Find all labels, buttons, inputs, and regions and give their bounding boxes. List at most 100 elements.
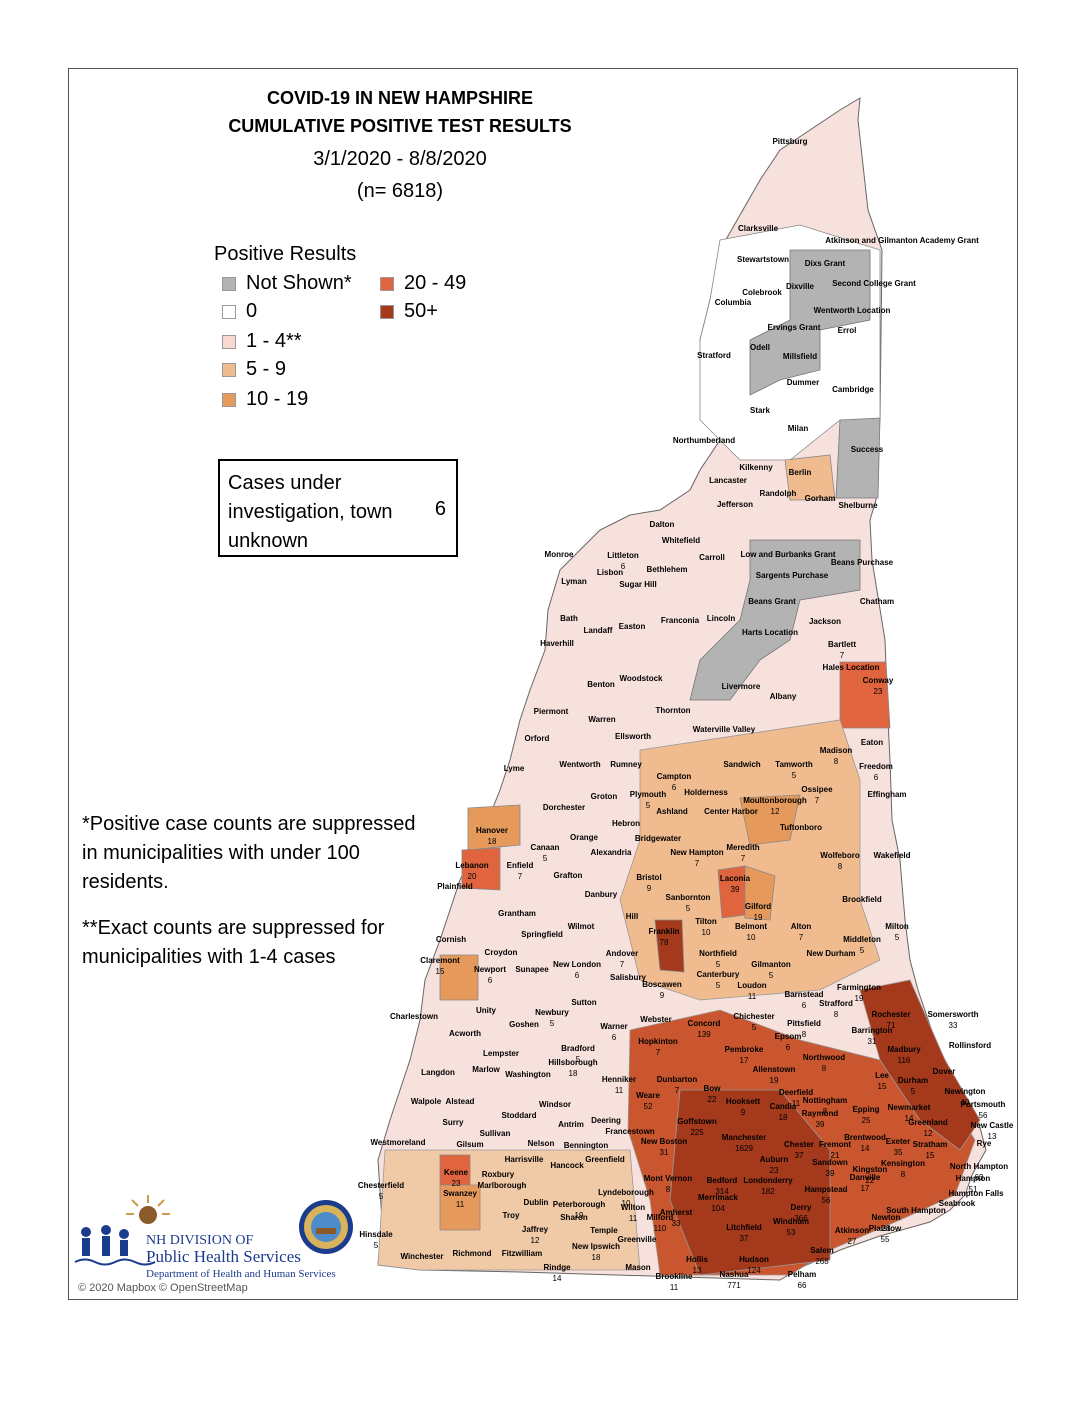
town-label-errol: Errol	[838, 326, 857, 335]
town-label-pittsfield: Pittsfield	[787, 1019, 821, 1028]
town-label-rochester: Rochester	[871, 1010, 910, 1019]
town-label-deering: Deering	[591, 1116, 621, 1125]
town-label-rollinsford: Rollinsford	[949, 1041, 991, 1050]
town-label-new-london: New London	[553, 960, 601, 969]
town-label-hampton-falls: Hampton Falls	[948, 1189, 1004, 1198]
town-label-derry: Derry	[791, 1203, 812, 1212]
town-label-nelson: Nelson	[528, 1139, 555, 1148]
town-label-hampstead: Hampstead	[804, 1185, 847, 1194]
town-count-epping: 25	[862, 1116, 871, 1125]
town-label-brentwood: Brentwood	[844, 1133, 886, 1142]
town-label-littleton: Littleton	[607, 551, 639, 560]
town-count-newmarket: 14	[905, 1114, 914, 1123]
town-count-exeter: 35	[894, 1148, 903, 1157]
town-label-antrim: Antrim	[558, 1120, 584, 1129]
town-count-plaistow: 55	[881, 1235, 890, 1244]
town-label-eaton: Eaton	[861, 738, 883, 747]
town-count-lebanon: 20	[468, 872, 477, 881]
town-label-acworth: Acworth	[449, 1029, 481, 1038]
town-count-new-ipswich: 18	[592, 1253, 601, 1262]
legend-swatch	[380, 304, 394, 319]
town-label-whitefield: Whitefield	[662, 536, 700, 545]
town-label-greenland: Greenland	[908, 1118, 948, 1127]
town-count-mont-vernon: 8	[666, 1185, 671, 1194]
town-label-durham: Durham	[898, 1076, 928, 1085]
town-label-enfield: Enfield	[507, 861, 534, 870]
town-label-clarksville: Clarksville	[738, 224, 779, 233]
town-label-dummer: Dummer	[787, 378, 819, 387]
town-count-tamworth: 5	[792, 771, 797, 780]
town-label-newton: Newton	[872, 1213, 901, 1222]
town-label-gilsum: Gilsum	[456, 1140, 483, 1149]
town-label-plaistow: Plaistow	[869, 1224, 902, 1233]
town-label-candia: Candia	[770, 1102, 797, 1111]
town-count-bradford: 5	[576, 1055, 581, 1064]
town-label-bethlehem: Bethlehem	[647, 565, 688, 574]
town-count-bartlett: 7	[840, 651, 845, 660]
town-label-success: Success	[851, 445, 884, 454]
town-label-benton: Benton	[587, 680, 615, 689]
town-count-bow: 22	[708, 1095, 717, 1104]
town-count-tilton: 10	[702, 928, 711, 937]
map-title-line2: CUMULATIVE POSITIVE TEST RESULTS	[228, 116, 572, 136]
town-count-warner: 6	[612, 1033, 617, 1042]
town-label-danbury: Danbury	[585, 890, 618, 899]
legend-swatch	[222, 334, 236, 349]
town-count-gilford: 19	[754, 913, 763, 922]
region-berlin	[784, 454, 836, 501]
town-label-chatham: Chatham	[860, 597, 894, 606]
town-label-cambridge: Cambridge	[832, 385, 874, 394]
town-label-rumney: Rumney	[610, 760, 642, 769]
town-label-laconia: Laconia	[720, 874, 751, 883]
town-label-sandown: Sandown	[812, 1158, 848, 1167]
town-label-portsmouth: Portsmouth	[961, 1100, 1006, 1109]
town-label-langdon: Langdon	[421, 1068, 455, 1077]
town-count-rochester: 71	[887, 1021, 896, 1030]
town-count-milton: 5	[895, 933, 900, 942]
town-label-deerfield: Deerfield	[779, 1088, 813, 1097]
town-count-conway: 23	[874, 687, 883, 696]
map-frame	[68, 68, 1018, 1300]
town-count-loudon: 11	[748, 992, 757, 1001]
town-count-keene: 23	[452, 1179, 461, 1188]
legend-item-50-plus: 50+	[380, 300, 438, 323]
legend-swatch	[222, 304, 236, 319]
town-label-mason: Mason	[625, 1263, 650, 1272]
town-label-bridgewater: Bridgewater	[635, 834, 681, 843]
town-label-nottingham: Nottingham	[803, 1096, 847, 1105]
town-label-effingham: Effingham	[867, 790, 906, 799]
town-label-washington: Washington	[505, 1070, 551, 1079]
town-label-goffstown: Goffstown	[677, 1117, 717, 1126]
town-count-plymouth: 5	[646, 801, 651, 810]
town-label-gorham: Gorham	[805, 494, 836, 503]
town-label-northumberland: Northumberland	[673, 436, 735, 445]
town-label-brookfield: Brookfield	[842, 895, 882, 904]
town-count-allenstown: 19	[770, 1076, 779, 1085]
town-label-piermont: Piermont	[534, 707, 569, 716]
town-label-hill: Hill	[626, 912, 638, 921]
town-label-lempster: Lempster	[483, 1049, 519, 1058]
town-label-franconia: Franconia	[661, 616, 700, 625]
town-label-londonderry: Londonderry	[743, 1176, 793, 1185]
town-label-epsom: Epsom	[775, 1032, 802, 1041]
town-count-madison: 8	[834, 757, 839, 766]
town-label-peterborough: Peterborough	[553, 1200, 606, 1209]
town-label-winchester: Winchester	[400, 1252, 443, 1261]
legend-item-not-shown: Not Shown*	[222, 272, 352, 295]
town-count-new-boston: 31	[660, 1148, 669, 1157]
town-label-lyman: Lyman	[561, 577, 587, 586]
town-label-warren: Warren	[588, 715, 615, 724]
town-count-somersworth: 33	[949, 1021, 958, 1030]
town-label-fitzwilliam: Fitzwilliam	[502, 1249, 542, 1258]
town-label-concord: Concord	[688, 1019, 721, 1028]
town-count-meredith: 7	[741, 854, 746, 863]
town-label-nashua: Nashua	[720, 1270, 749, 1279]
town-count-greenland: 12	[924, 1129, 933, 1138]
town-label-wentworth-location: Wentworth Location	[814, 306, 891, 315]
town-label-new-ipswich: New Ipswich	[572, 1242, 620, 1251]
town-label-loudon: Loudon	[737, 981, 766, 990]
legend-label: Not Shown*	[246, 272, 352, 294]
town-count-moultonborough: 12	[771, 807, 780, 816]
town-label-rindge: Rindge	[543, 1263, 571, 1272]
town-label-swanzey: Swanzey	[443, 1189, 477, 1198]
